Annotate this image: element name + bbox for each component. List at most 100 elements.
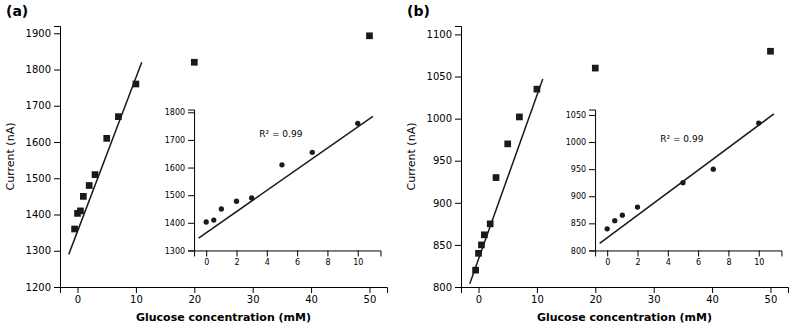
- inset-background: [565, 104, 785, 269]
- tick-mark: [759, 250, 760, 256]
- point: [103, 135, 110, 142]
- point: [605, 226, 610, 231]
- tick-label: 1050: [566, 111, 586, 120]
- tick: 1500: [165, 191, 194, 200]
- tick-mark: [589, 223, 595, 224]
- point: [493, 174, 500, 181]
- tick-label: 1050: [427, 71, 452, 82]
- panel: 01020304050800850900950100010501100(b)Gl…: [405, 3, 789, 324]
- tick: 6: [295, 250, 300, 267]
- x-axis: 01020304050: [462, 287, 789, 305]
- tick: 2: [635, 250, 640, 267]
- tick-label: 800: [433, 282, 452, 293]
- tick-label: 950: [433, 155, 452, 166]
- tick: 1800: [26, 64, 60, 75]
- tick-label: 850: [571, 219, 586, 228]
- tick-mark: [455, 161, 461, 162]
- plot-area: [199, 116, 373, 238]
- tick: 0: [605, 250, 610, 267]
- point: [767, 48, 774, 55]
- tick: 1050: [427, 71, 461, 82]
- tick-label: 1300: [165, 247, 185, 256]
- tick-mark: [54, 106, 60, 107]
- tick: 8: [325, 250, 330, 267]
- tick-mark: [589, 196, 595, 197]
- tick-mark: [455, 77, 461, 78]
- tick-label: 1800: [26, 64, 51, 75]
- axis-line: [455, 27, 462, 288]
- tick-mark: [369, 287, 370, 293]
- tick: 1900: [26, 28, 60, 39]
- tick-mark: [537, 287, 538, 293]
- tick: 0: [204, 250, 209, 267]
- tick: 900: [433, 198, 461, 209]
- point: [80, 193, 87, 200]
- tick-label: 6: [295, 258, 300, 267]
- tick: 1300: [165, 247, 194, 256]
- tick-mark: [589, 115, 595, 116]
- tick-mark: [54, 251, 60, 252]
- tick-label: 2: [635, 258, 640, 267]
- chart: 0102030405012001300140015001600170018001…: [0, 0, 802, 329]
- point: [219, 206, 224, 211]
- x-axis-title: Glucose concentration (mM): [136, 311, 311, 324]
- tick-label: 8: [726, 258, 731, 267]
- point: [635, 204, 640, 209]
- point: [516, 114, 523, 121]
- tick-label: 1800: [165, 108, 185, 117]
- point: [234, 199, 239, 204]
- tick-label: 1000: [427, 113, 452, 124]
- tick: 1800: [165, 108, 194, 117]
- y-axis-title: Current (nA): [4, 123, 17, 191]
- tick-label: 2: [234, 258, 239, 267]
- x-axis-title: Glucose concentration (mM): [537, 311, 712, 324]
- tick: 20: [188, 287, 201, 305]
- tick-mark: [311, 287, 312, 293]
- tick-mark: [253, 287, 254, 293]
- axis-line: [589, 110, 596, 251]
- tick: 10: [754, 250, 764, 267]
- annotation: R² = 0.99: [259, 129, 302, 139]
- tick-mark: [54, 70, 60, 71]
- tick-mark: [712, 287, 713, 293]
- tick-mark: [78, 287, 79, 293]
- inset: 024681080085090095010001050R² = 0.99: [565, 104, 785, 269]
- tick: 850: [433, 240, 461, 251]
- tick-mark: [54, 215, 60, 216]
- tick-label: 4: [265, 258, 270, 267]
- tick-label: 800: [571, 247, 586, 256]
- fit-line: [600, 114, 774, 244]
- tick-mark: [589, 250, 595, 251]
- point: [86, 182, 93, 189]
- axis-line: [195, 251, 381, 257]
- tick: 4: [666, 250, 671, 267]
- tick-mark: [358, 250, 359, 256]
- tick: 50: [364, 287, 377, 305]
- y-axis: 800850900950100010501100: [427, 27, 462, 293]
- tick: 30: [247, 287, 260, 305]
- tick-mark: [188, 250, 194, 251]
- tick: 1600: [26, 137, 60, 148]
- tick-label: 1700: [165, 136, 185, 145]
- tick-label: 850: [433, 240, 452, 251]
- tick-label: 1600: [165, 164, 185, 173]
- fit-line: [69, 62, 142, 254]
- point: [77, 208, 84, 215]
- tick-mark: [455, 287, 461, 288]
- tick-label: 1900: [26, 28, 51, 39]
- tick-mark: [54, 33, 60, 34]
- tick-mark: [589, 169, 595, 170]
- axis-line: [596, 251, 782, 257]
- tick-mark: [267, 250, 268, 256]
- y-axis-title: Current (nA): [405, 123, 418, 191]
- panel-title: (b): [407, 3, 430, 19]
- point: [279, 162, 284, 167]
- tick: 950: [433, 155, 461, 166]
- tick-mark: [188, 168, 194, 169]
- tick-mark: [455, 203, 461, 204]
- tick: 1400: [165, 219, 194, 228]
- point: [711, 167, 716, 172]
- y-axis: 80085090095010001050: [566, 110, 596, 256]
- tick-mark: [297, 250, 298, 256]
- tick: 1500: [26, 173, 60, 184]
